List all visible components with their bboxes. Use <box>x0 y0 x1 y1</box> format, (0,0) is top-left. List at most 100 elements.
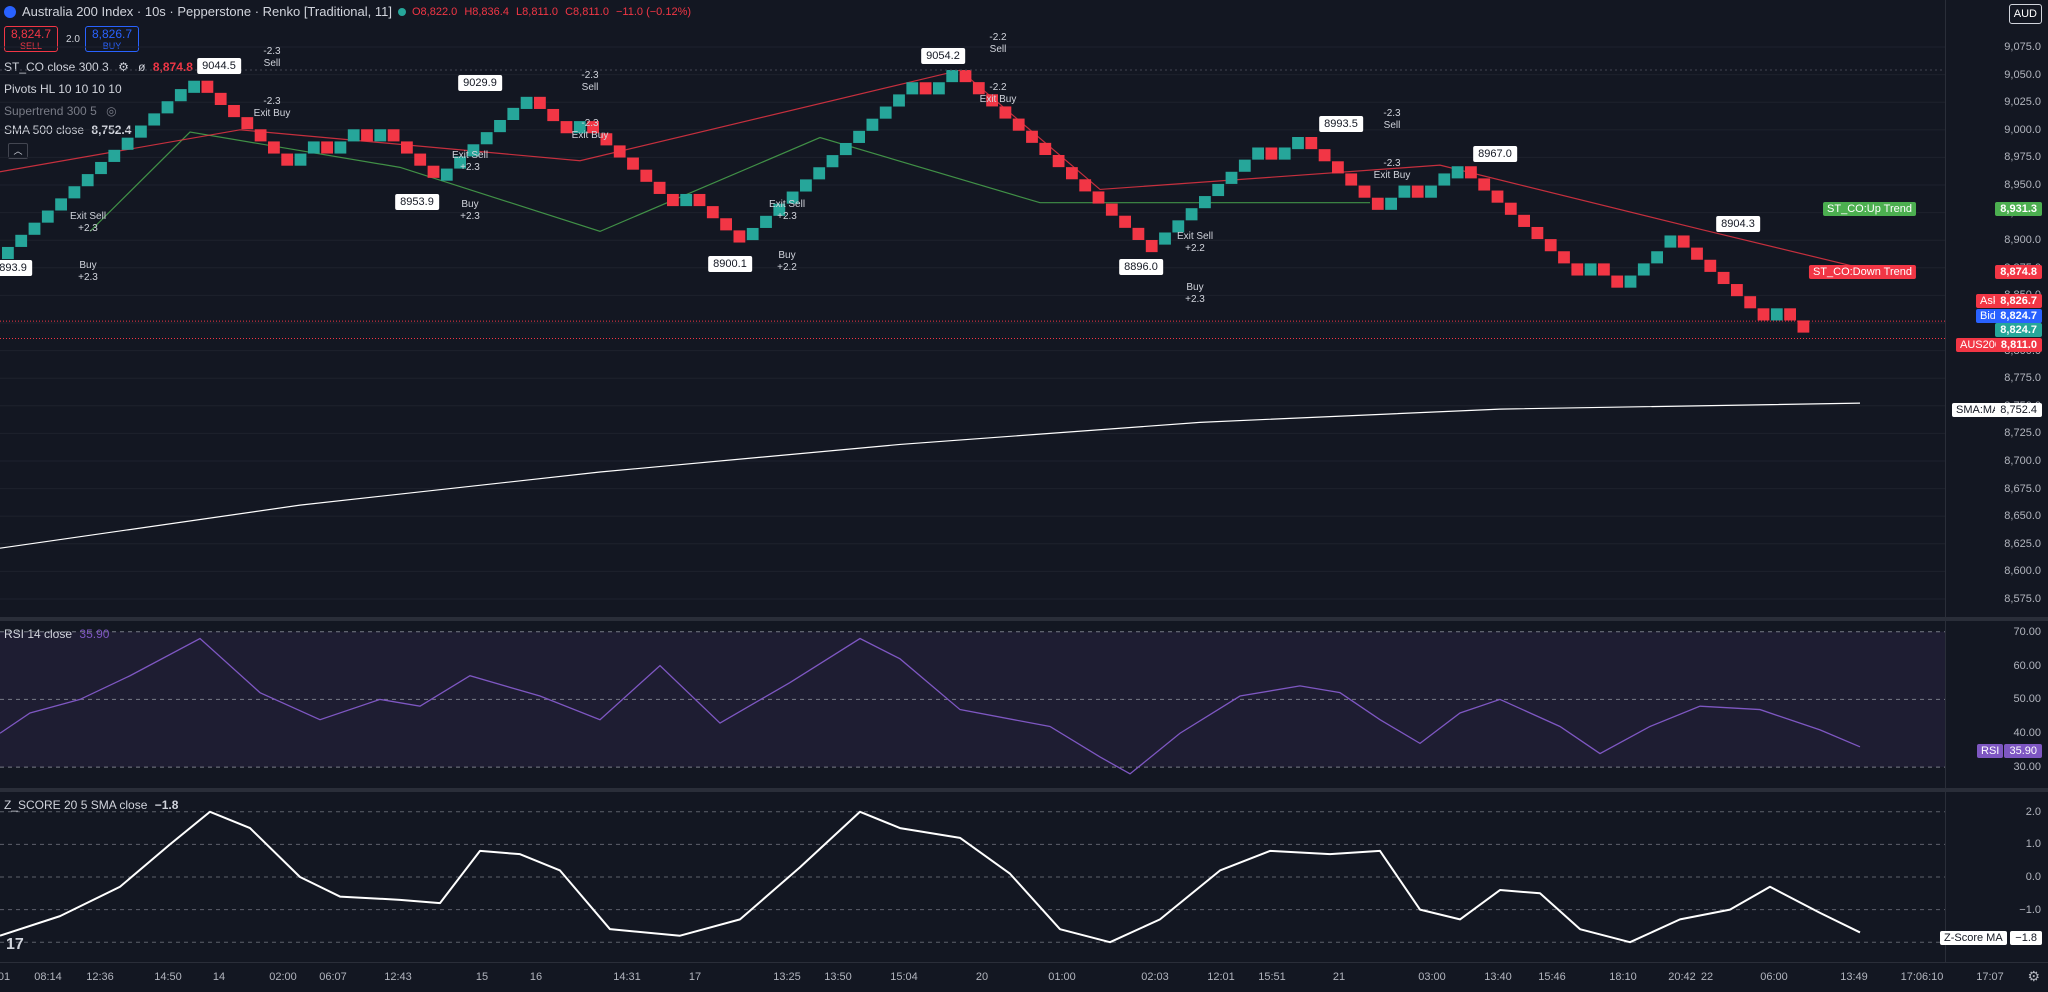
strategy-signal: -2.3 Sell <box>1383 108 1400 132</box>
zscore-tick: 1.0 <box>2025 838 2041 851</box>
renko-brick <box>1318 149 1331 162</box>
renko-brick <box>294 153 307 166</box>
renko-brick <box>161 101 174 114</box>
renko-brick <box>1265 147 1278 160</box>
renko-brick <box>440 168 453 181</box>
renko-brick <box>893 94 905 107</box>
strategy-signal: Exit Sell +2.3 <box>769 199 805 223</box>
sell-label: SELL <box>19 41 43 51</box>
renko-brick <box>1079 179 1092 192</box>
renko-brick <box>41 210 54 223</box>
st-up-trend-value: 8,931.3 <box>1995 202 2042 216</box>
renko-brick <box>933 82 945 95</box>
renko-brick <box>1052 154 1065 168</box>
renko-brick <box>268 141 280 154</box>
sell-price: 8,824.7 <box>10 27 52 41</box>
signal-text: -2.3 <box>263 96 281 107</box>
zscore-pane[interactable]: Z_SCORE 20 5 SMA close −1.8 17 <box>0 792 1945 962</box>
renko-brick <box>1345 173 1358 186</box>
time-axis[interactable]: 01 08:14 12:36 14:50 14 02:00 06:07 12:43 15 16 14… <box>0 962 2048 992</box>
legend-st-co[interactable]: ST_CO close 300 3 ⚙ ø 8,874.8 <box>4 60 193 74</box>
legend-zscore[interactable]: Z_SCORE 20 5 SMA close −1.8 <box>4 798 178 812</box>
renko-brick <box>1238 159 1251 172</box>
collapse-legend-button[interactable]: ︿ <box>8 143 28 159</box>
rsi-axis[interactable]: 70.00 60.00 50.00 40.00 30.00 <box>1945 621 2048 788</box>
renko-brick <box>1717 271 1730 285</box>
pivot-label: 9029.9 <box>458 75 502 91</box>
renko-brick <box>919 82 932 95</box>
pivot-label: 8904.3 <box>1716 216 1760 232</box>
renko-brick <box>1039 142 1052 155</box>
signal-text: Exit Buy <box>571 130 609 141</box>
st-down-trend-value: 8,874.8 <box>1995 265 2042 279</box>
last-price-value: 8,824.7 <box>1995 323 2042 337</box>
price-tick: 8,650.0 <box>2004 510 2041 523</box>
pivot-label: 8993.5 <box>1319 116 1363 132</box>
renko-brick <box>1066 167 1078 180</box>
rsi-chart-svg[interactable] <box>0 621 1945 788</box>
renko-brick <box>214 92 227 105</box>
signal-text: -2.2 <box>989 32 1007 43</box>
strategy-signal: Exit Sell +2.3 <box>70 211 106 235</box>
time-tick: 14 <box>212 971 226 983</box>
settings-icon[interactable]: ⚙ <box>118 60 129 74</box>
price-tick: 8,725.0 <box>2004 427 2041 440</box>
renko-brick <box>866 118 879 131</box>
eye-hidden-icon[interactable]: ◎ <box>106 104 117 118</box>
renko-brick <box>494 120 506 133</box>
strategy-signal: Exit Sell +2.3 <box>452 150 488 174</box>
renko-brick <box>733 230 746 243</box>
renko-brick <box>1784 308 1796 321</box>
renko-brick <box>480 132 493 145</box>
zscore-tick: −1.0 <box>2019 903 2041 916</box>
signal-text: Sell <box>1383 120 1401 131</box>
ohlc-close: C8,811.0 <box>565 5 609 18</box>
time-tick: 01:00 <box>1048 971 1076 983</box>
main-chart-pane[interactable]: 8893.9 9044.5 8953.9 9029.9 8900.1 9054.2 8896… <box>0 0 1945 617</box>
price-tick: 8,625.0 <box>2004 537 2041 550</box>
sell-button[interactable]: 8,824.7 SELL <box>4 26 58 52</box>
time-tick: 17 <box>688 971 702 983</box>
renko-brick <box>1172 220 1185 233</box>
renko-brick <box>1012 118 1025 131</box>
legend-supertrend[interactable]: Supertrend 300 5 ◎ <box>4 104 117 118</box>
renko-brick <box>1132 227 1145 240</box>
renko-brick <box>1212 183 1225 197</box>
renko-brick <box>241 117 254 130</box>
symbol-title[interactable]: Australia 200 Index · 10s · Pepperstone … <box>22 4 392 19</box>
rsi-pane[interactable]: RSI 14 close 35.90 <box>0 621 1945 788</box>
main-chart-svg[interactable] <box>0 0 1945 617</box>
zscore-chart-svg[interactable] <box>0 792 1945 962</box>
renko-brick <box>95 161 107 175</box>
signal-text: +2.3 <box>460 162 480 173</box>
currency-button[interactable]: AUD <box>2008 4 2042 24</box>
chart-settings-icon[interactable]: ⚙ <box>2027 968 2040 984</box>
renko-brick <box>108 149 121 162</box>
zscore-tag-label: Z-Score MA <box>1940 931 2007 945</box>
price-tick: 8,600.0 <box>2004 565 2041 578</box>
symbol-header: Australia 200 Index · 10s · Pepperstone … <box>4 4 695 19</box>
legend-pivots[interactable]: Pivots HL 10 10 10 10 <box>4 82 122 96</box>
pivot-label: 8967.0 <box>1473 146 1517 162</box>
renko-brick <box>627 157 639 170</box>
pane-separator[interactable] <box>0 788 2048 792</box>
renko-brick <box>1371 197 1384 210</box>
legend-rsi[interactable]: RSI 14 close 35.90 <box>4 627 109 641</box>
renko-brick <box>1119 215 1131 228</box>
legend-supertrend-label: Supertrend 300 5 <box>4 104 97 118</box>
price-tick: 8,575.0 <box>2004 592 2041 605</box>
strategy-signal: Buy +2.2 <box>777 250 797 274</box>
pivot-label: 8900.1 <box>708 256 752 272</box>
pane-separator[interactable] <box>0 617 2048 621</box>
legend-rsi-label: RSI 14 close <box>4 627 73 641</box>
renko-brick <box>1691 247 1703 260</box>
strategy-signal: -2.2 Sell <box>989 32 1006 56</box>
ohlc-low: L8,811.0 <box>516 5 559 18</box>
renko-brick <box>1105 203 1118 216</box>
spread-value: 2.0 <box>66 34 80 45</box>
strategy-signal: -2.3 Exit Buy <box>572 118 609 142</box>
renko-brick <box>1624 275 1637 288</box>
buy-button[interactable]: 8,826.7 BUY <box>85 26 139 52</box>
renko-brick <box>1092 191 1105 204</box>
ohlc-open: O8,822.0 <box>411 5 458 18</box>
